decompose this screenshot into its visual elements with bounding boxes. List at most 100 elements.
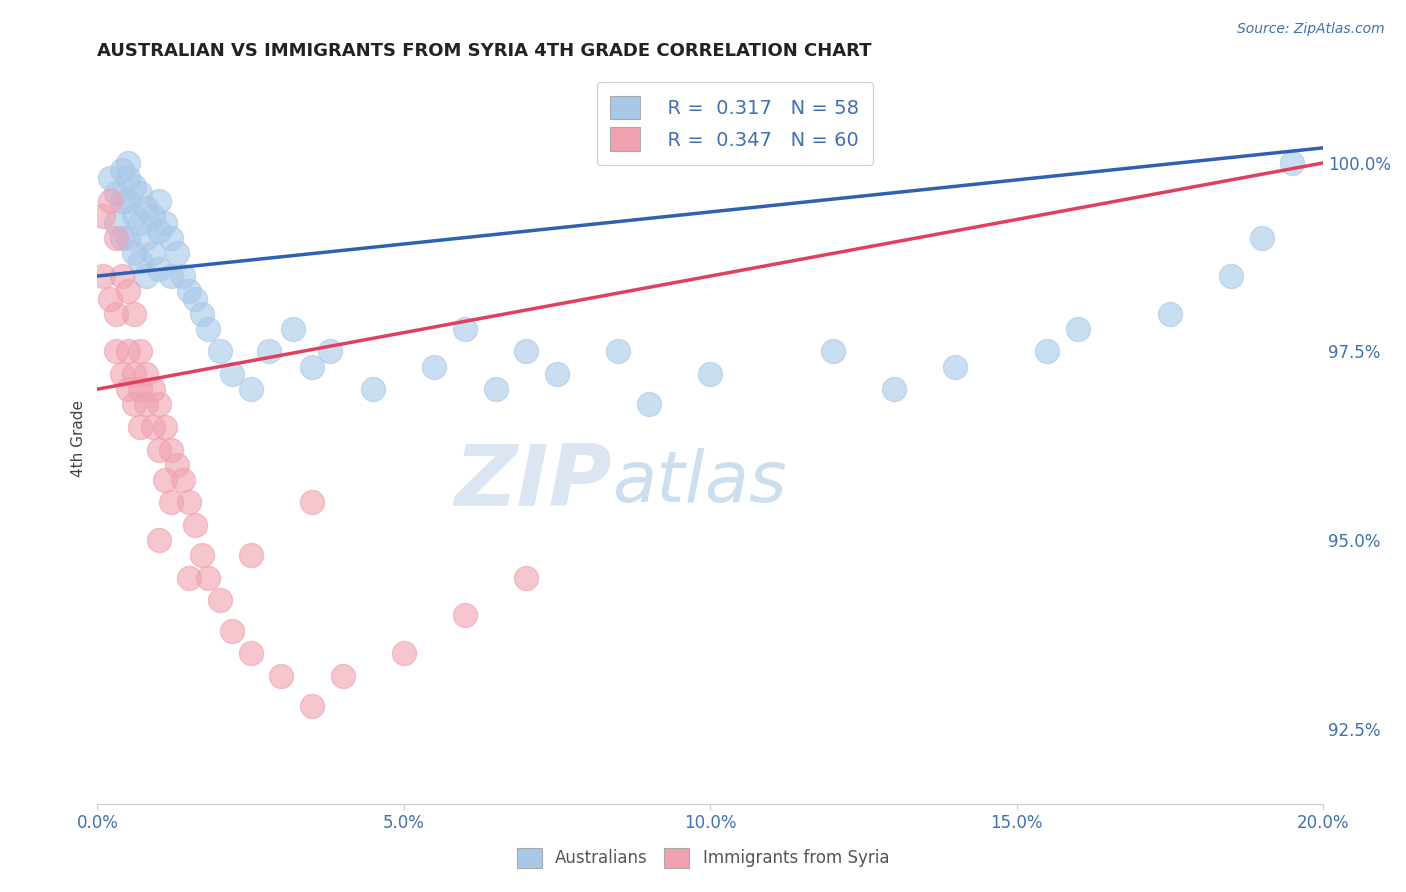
Point	[122, 209, 145, 223]
Point	[361, 382, 384, 396]
Point	[197, 322, 219, 336]
Point	[283, 322, 305, 336]
Point	[98, 194, 121, 208]
Point	[1159, 307, 1181, 321]
Point	[117, 194, 139, 208]
Point	[153, 216, 176, 230]
Point	[319, 344, 342, 359]
Point	[883, 382, 905, 396]
Point	[104, 344, 127, 359]
Point	[148, 442, 170, 457]
Point	[546, 367, 568, 381]
Point	[638, 397, 661, 411]
Point	[148, 397, 170, 411]
Point	[270, 669, 292, 683]
Point	[111, 367, 134, 381]
Point	[184, 292, 207, 306]
Point	[221, 624, 243, 638]
Point	[104, 186, 127, 200]
Point	[166, 458, 188, 472]
Point	[166, 246, 188, 260]
Point	[129, 186, 152, 200]
Point	[148, 533, 170, 547]
Point	[454, 608, 477, 623]
Point	[179, 284, 201, 298]
Point	[148, 261, 170, 276]
Point	[148, 194, 170, 208]
Point	[148, 224, 170, 238]
Point	[392, 646, 415, 660]
Point	[122, 307, 145, 321]
Point	[117, 284, 139, 298]
Point	[1036, 344, 1059, 359]
Point	[332, 669, 354, 683]
Point	[129, 382, 152, 396]
Point	[93, 268, 115, 283]
Point	[515, 344, 537, 359]
Point	[141, 420, 163, 434]
Point	[122, 178, 145, 193]
Point	[821, 344, 844, 359]
Point	[117, 156, 139, 170]
Point	[141, 382, 163, 396]
Point	[945, 359, 967, 374]
Point	[1281, 156, 1303, 170]
Point	[122, 397, 145, 411]
Point	[117, 382, 139, 396]
Point	[153, 420, 176, 434]
Point	[515, 571, 537, 585]
Point	[111, 163, 134, 178]
Point	[160, 268, 183, 283]
Point	[129, 254, 152, 268]
Text: AUSTRALIAN VS IMMIGRANTS FROM SYRIA 4TH GRADE CORRELATION CHART: AUSTRALIAN VS IMMIGRANTS FROM SYRIA 4TH …	[97, 42, 872, 60]
Point	[190, 548, 212, 562]
Point	[239, 548, 262, 562]
Text: ZIP: ZIP	[454, 441, 612, 524]
Point	[607, 344, 630, 359]
Point	[1220, 268, 1243, 283]
Point	[93, 209, 115, 223]
Point	[160, 495, 183, 509]
Point	[301, 698, 323, 713]
Point	[135, 231, 157, 245]
Point	[122, 246, 145, 260]
Text: atlas: atlas	[612, 448, 787, 516]
Point	[423, 359, 446, 374]
Point	[117, 171, 139, 186]
Point	[98, 292, 121, 306]
Point	[111, 194, 134, 208]
Point	[104, 307, 127, 321]
Point	[197, 571, 219, 585]
Point	[122, 367, 145, 381]
Point	[239, 382, 262, 396]
Point	[117, 344, 139, 359]
Point	[190, 307, 212, 321]
Point	[111, 231, 134, 245]
Point	[141, 246, 163, 260]
Point	[699, 367, 721, 381]
Point	[208, 593, 231, 607]
Point	[179, 495, 201, 509]
Point	[153, 473, 176, 487]
Point	[98, 171, 121, 186]
Point	[1250, 231, 1272, 245]
Point	[135, 268, 157, 283]
Point	[160, 442, 183, 457]
Point	[129, 344, 152, 359]
Point	[117, 231, 139, 245]
Point	[179, 571, 201, 585]
Point	[1067, 322, 1090, 336]
Point	[135, 367, 157, 381]
Point	[239, 646, 262, 660]
Point	[208, 344, 231, 359]
Point	[104, 231, 127, 245]
Point	[111, 268, 134, 283]
Point	[141, 209, 163, 223]
Y-axis label: 4th Grade: 4th Grade	[72, 400, 86, 476]
Point	[104, 216, 127, 230]
Point	[172, 473, 194, 487]
Point	[301, 495, 323, 509]
Text: Source: ZipAtlas.com: Source: ZipAtlas.com	[1237, 22, 1385, 37]
Legend:   R =  0.317   N = 58,   R =  0.347   N = 60: R = 0.317 N = 58, R = 0.347 N = 60	[596, 82, 873, 165]
Point	[135, 397, 157, 411]
